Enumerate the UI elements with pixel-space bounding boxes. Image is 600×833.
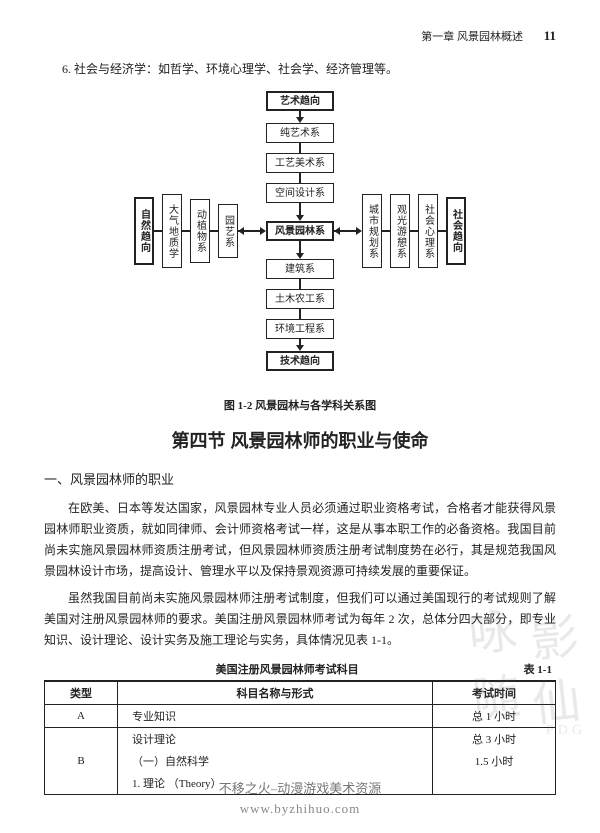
discipline-diagram: 艺术趋向 纯艺术系 工艺美术系 空间设计系 风景园林系 建筑系 土木农工系 环境… <box>110 91 490 391</box>
spacer <box>48 661 51 677</box>
cell-time-b2: 1.5 小时 <box>433 750 556 772</box>
node-nature-trend: 自然趋向 <box>134 197 154 265</box>
cell-time-b1: 总 3 小时 <box>433 728 556 751</box>
footer-line-2: www.byzhihuo.com <box>0 801 600 817</box>
col-type: 类型 <box>45 681 118 705</box>
node-horticulture: 园艺系 <box>218 204 238 258</box>
table-title-row: 美国注册风景园林师考试科目 表 1-1 <box>48 661 552 677</box>
cell-name-b1: 设计理论 <box>118 728 433 751</box>
node-space-design: 空间设计系 <box>266 183 334 203</box>
table-header-row: 类型 科目名称与形式 考试时间 <box>45 681 556 705</box>
node-social-psych: 社会心理系 <box>418 194 438 268</box>
node-center: 风景园林系 <box>266 221 334 241</box>
table-row: B 设计理论 总 3 小时 <box>45 728 556 751</box>
section-title: 第四节 风景园林师的职业与使命 <box>44 427 556 453</box>
node-tourism: 观光游憩系 <box>390 194 410 268</box>
page: 第一章 风景园林概述 11 6. 社会与经济学：如哲学、环境心理学、社会学、经济… <box>0 0 600 833</box>
cell-name-a: 专业知识 <box>118 705 433 728</box>
table-number: 表 1-1 <box>524 661 552 677</box>
cell-time-a: 总 1 小时 <box>433 705 556 728</box>
node-civil-ag: 土木农工系 <box>266 289 334 309</box>
node-craft-art: 工艺美术系 <box>266 153 334 173</box>
page-number: 11 <box>544 28 556 43</box>
paragraph-1: 在欧美、日本等发达国家，风景园林专业人员必须通过职业资格考试，合格者才能获得风景… <box>44 498 556 582</box>
node-architecture: 建筑系 <box>266 259 334 279</box>
node-social-trend: 社会趋向 <box>446 197 466 265</box>
node-art-trend: 艺术趋向 <box>266 91 334 111</box>
footer-line-1: 不移之火–动漫游戏美术资源 <box>0 778 600 797</box>
cell-type-a: A <box>45 705 118 728</box>
page-footer: 不移之火–动漫游戏美术资源 www.byzhihuo.com <box>0 778 600 817</box>
node-tech-trend: 技术趋向 <box>266 351 334 371</box>
node-env-eng: 环境工程系 <box>266 319 334 339</box>
page-header: 第一章 风景园林概述 11 <box>44 28 556 44</box>
list-item-6: 6. 社会与经济学：如哲学、环境心理学、社会学、经济管理等。 <box>62 60 556 77</box>
node-flora-fauna: 动植物系 <box>190 199 210 263</box>
figure-caption: 图 1-2 风景园林与各学科关系图 <box>44 397 556 413</box>
col-time: 考试时间 <box>433 681 556 705</box>
col-name: 科目名称与形式 <box>118 681 433 705</box>
subhead-profession: 一、风景园林师的职业 <box>44 469 556 488</box>
node-urban-plan: 城市规划系 <box>362 194 382 268</box>
cell-name-b2: （一）自然科学 <box>118 750 433 772</box>
table-row: A 专业知识 总 1 小时 <box>45 705 556 728</box>
paragraph-2: 虽然我国目前尚未实施风景园林师注册考试制度，但我们可以通过美国现行的考试规则了解… <box>44 588 556 651</box>
node-pure-art: 纯艺术系 <box>266 123 334 143</box>
table-title-center: 美国注册风景园林师考试科目 <box>216 661 359 677</box>
node-atmos-geo: 大气地质学 <box>162 194 182 268</box>
table-row: （一）自然科学 1.5 小时 <box>45 750 556 772</box>
chapter-label: 第一章 风景园林概述 <box>421 31 523 43</box>
